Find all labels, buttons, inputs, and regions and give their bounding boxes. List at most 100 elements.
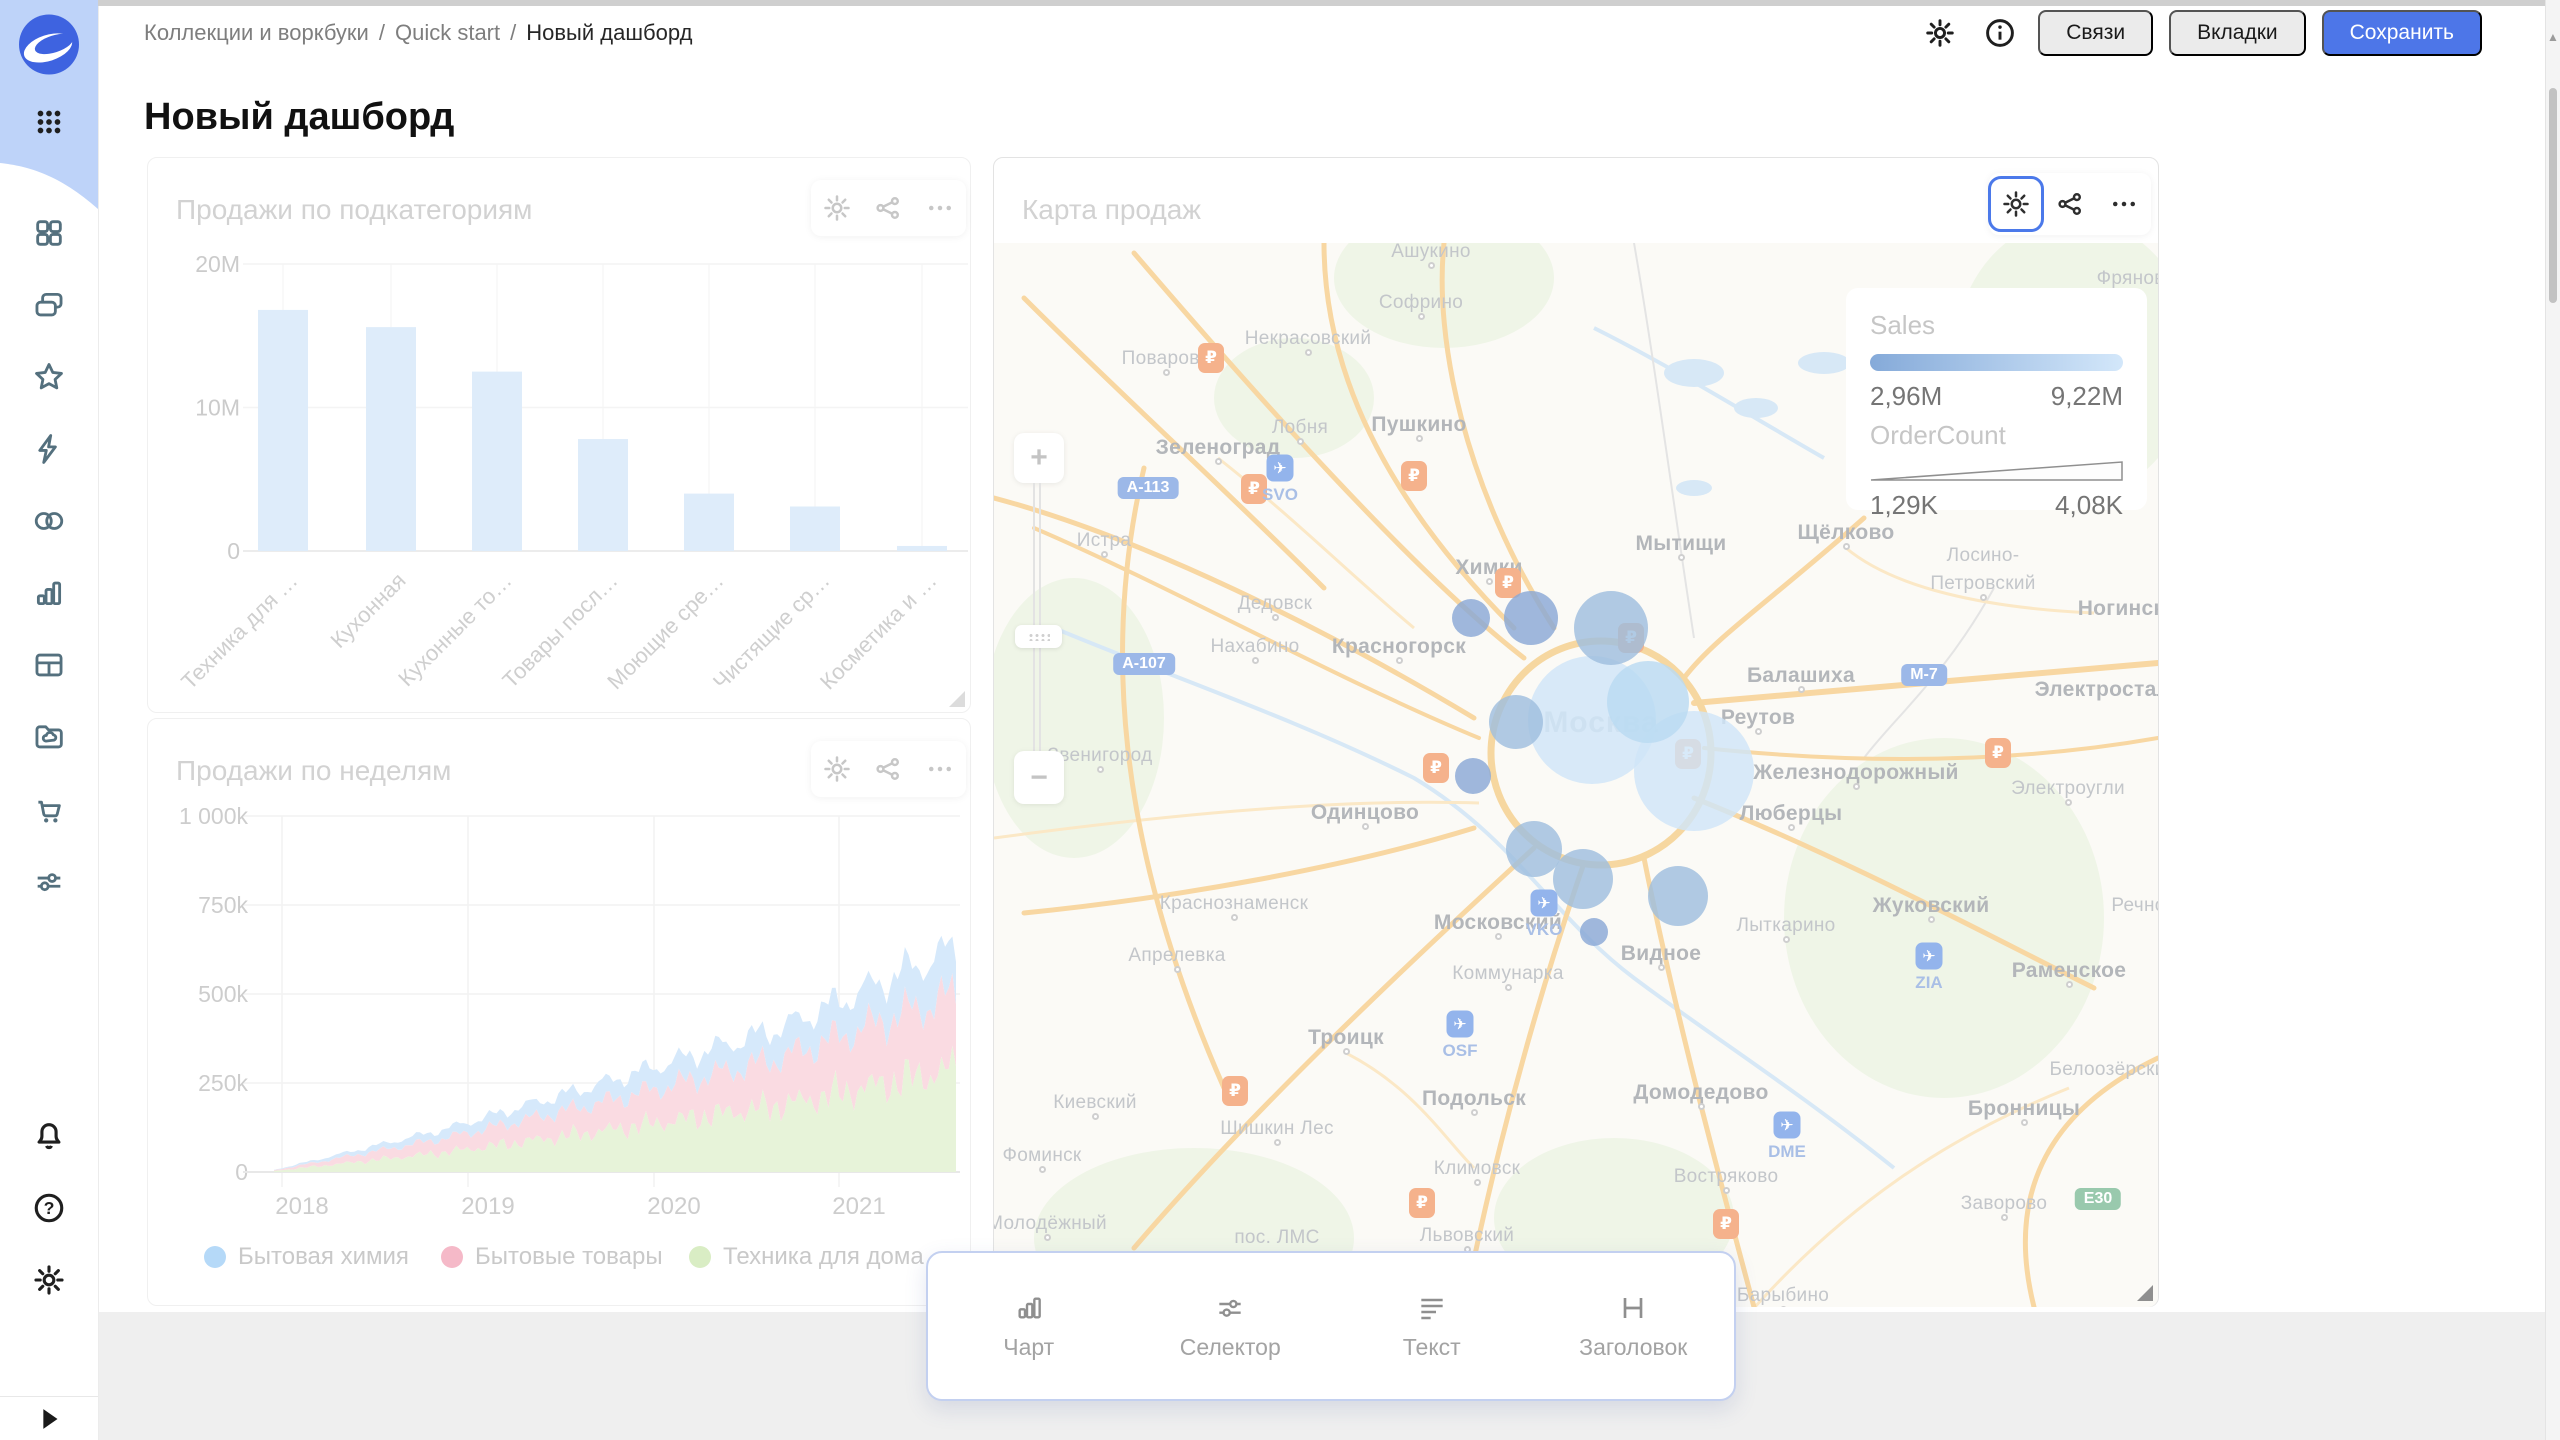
map-place-dot (1039, 1166, 1046, 1173)
widget-settings-gear-icon[interactable] (1988, 176, 2044, 232)
widget-title: Продажи по подкатегориям (176, 194, 533, 225)
legend-dot (689, 1246, 711, 1268)
map-zoom-slider-track[interactable] (1033, 483, 1041, 751)
sales-bubble[interactable] (1489, 695, 1543, 749)
widget-more-icon[interactable] (2102, 182, 2146, 226)
expand-sidebar-icon[interactable] (32, 1402, 66, 1436)
map-zoom-out-button[interactable]: − (1014, 751, 1064, 804)
map-label: Фряново (2096, 268, 2158, 289)
map-place-dot (2021, 1119, 2028, 1126)
info-icon[interactable] (1978, 11, 2022, 55)
widget-sales-map[interactable]: Карта продаж (993, 157, 2159, 1307)
map-label: Мытищи (1635, 532, 1727, 555)
top-header: Коллекции и воркбуки / Quick start / Нов… (98, 0, 2546, 66)
metro-ruble-badge: ₽ (1495, 568, 1521, 598)
map-bubbles-layer (1452, 591, 1754, 946)
widget-bar-chart[interactable]: Продажи по подкатегориям 0 10M 20M Техника … (147, 157, 971, 713)
datasets-table-icon[interactable] (32, 648, 66, 682)
help-question-icon[interactable]: ? (32, 1191, 66, 1225)
sales-bubble[interactable] (1648, 866, 1708, 926)
widget-links-share-icon[interactable] (866, 747, 910, 791)
add-selector-button[interactable]: Селектор (1130, 1292, 1332, 1361)
widget-settings-gear-icon[interactable] (815, 747, 859, 791)
add-text-button[interactable]: Текст (1331, 1292, 1533, 1361)
airport-code-label: VKO (1525, 920, 1563, 939)
services-sliders-icon[interactable] (32, 865, 66, 899)
map-zoom-in-button[interactable]: + (1014, 433, 1064, 483)
sales-bubble[interactable] (1452, 599, 1490, 637)
legend-label[interactable]: Бытовая химия (238, 1243, 409, 1270)
map-place-dot (1097, 766, 1104, 773)
map-canvas[interactable]: Фряново Ашукино Софрино Некрасовский Поваров… (994, 243, 2158, 1307)
widget-more-icon[interactable] (918, 186, 962, 230)
svg-text:20M: 20M (195, 251, 240, 277)
widget-more-icon[interactable] (918, 747, 962, 791)
sidebar: ? (0, 0, 99, 1440)
map-label: Нахабино (1210, 636, 1300, 657)
sales-bubble[interactable] (1634, 711, 1754, 831)
dashboards-icon[interactable] (32, 216, 66, 250)
notifications-bell-icon[interactable] (32, 1119, 66, 1153)
quick-start-lightning-icon[interactable] (32, 432, 66, 466)
widget-settings-gear-icon[interactable] (815, 186, 859, 230)
charts-icon[interactable] (32, 576, 66, 610)
breadcrumb: Коллекции и воркбуки / Quick start / Нов… (144, 0, 692, 66)
widget-links-share-icon[interactable] (2048, 182, 2092, 226)
map-label: Раменское (2011, 959, 2127, 982)
sales-bubble[interactable] (1553, 849, 1613, 909)
map-label: Пушкино (1371, 413, 1467, 436)
map-label: Заворово (1960, 1193, 2048, 1214)
widget-links-share-icon[interactable] (866, 186, 910, 230)
storage-folder-cloud-icon[interactable] (32, 719, 66, 753)
breadcrumb-collections[interactable]: Коллекции и воркбуки (144, 20, 369, 45)
selector-icon (1219, 1299, 1241, 1317)
datalens-logo[interactable] (18, 14, 80, 81)
svg-text:0: 0 (235, 1159, 248, 1185)
widget-area-chart[interactable]: Продажи по неделям 0 250k 500k 750k 1 000k 20… (147, 718, 971, 1306)
legend-label[interactable]: Бытовые товары (475, 1243, 663, 1270)
map-label: Речной (2111, 895, 2158, 916)
legend-dot (441, 1246, 463, 1268)
add-chart-button[interactable]: Чарт (928, 1292, 1130, 1361)
settings-gear-icon[interactable] (32, 1263, 66, 1297)
links-button[interactable]: Связи (2038, 10, 2154, 56)
airport-code-label: DME (1768, 1142, 1806, 1161)
favorites-star-icon[interactable] (32, 360, 66, 394)
map-place-dot (1101, 551, 1108, 558)
map-zoom-slider-handle[interactable] (1015, 625, 1062, 648)
sales-bubble[interactable] (1607, 661, 1689, 743)
apps-grid-icon[interactable] (32, 105, 66, 139)
tabs-button[interactable]: Вкладки (2169, 10, 2306, 56)
map-label: Щёлково (1797, 521, 1895, 544)
map-label: Краснознаменск (1159, 893, 1309, 914)
map-place-dot (1980, 594, 1987, 601)
widget-title: Карта продаж (1022, 194, 1202, 225)
sales-bubble[interactable] (1506, 821, 1562, 877)
widget-resize-handle[interactable] (2137, 1285, 2153, 1301)
sales-bubble[interactable] (1455, 758, 1491, 794)
add-heading-button[interactable]: Заголовок (1533, 1292, 1735, 1361)
sales-bubble[interactable] (1504, 591, 1558, 645)
widget-title: Продажи по неделям (176, 755, 452, 786)
collections-icon[interactable] (32, 288, 66, 322)
save-button[interactable]: Сохранить (2321, 10, 2482, 56)
map-place-dot (1780, 1306, 1787, 1307)
map-place-dot (1853, 783, 1860, 790)
airport-code-label: OSF (1442, 1041, 1478, 1060)
connections-icon[interactable] (32, 504, 66, 538)
legend-label[interactable]: Техника для дома (723, 1243, 924, 1270)
map-place-dot (1783, 936, 1790, 943)
breadcrumb-workbook[interactable]: Quick start (394, 20, 501, 45)
sales-bubble[interactable] (1580, 918, 1608, 946)
scrollbar-thumb[interactable] (2549, 88, 2557, 303)
legend-dot (204, 1246, 226, 1268)
widget-resize-handle[interactable] (949, 691, 965, 707)
map-place-dot (1272, 614, 1279, 621)
page-scrollbar[interactable]: ▲ (2545, 0, 2560, 1440)
metro-ruble-badge: ₽ (1222, 1076, 1248, 1106)
marketplace-cart-icon[interactable] (32, 793, 66, 827)
sales-bubble[interactable] (1574, 591, 1648, 665)
dashboard-settings-gear-icon[interactable] (1918, 11, 1962, 55)
ordercount-max-value: 4,08K (2055, 490, 2123, 520)
scrollbar-up-arrow[interactable]: ▲ (2547, 30, 2559, 44)
